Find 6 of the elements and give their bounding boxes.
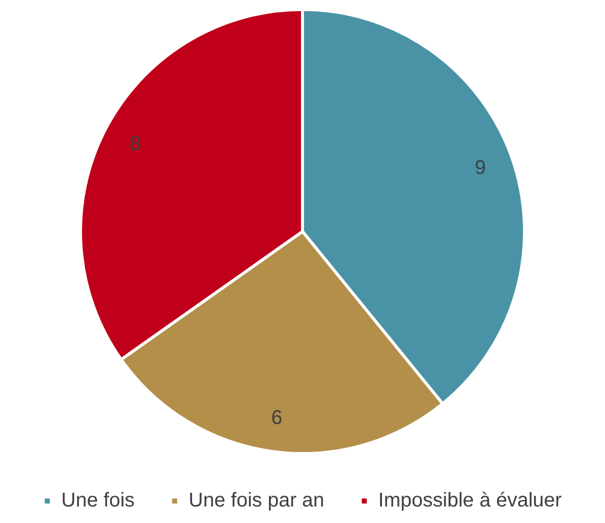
- legend-label: Impossible à évaluer: [378, 490, 562, 512]
- data-label: 6: [271, 406, 282, 429]
- legend-label: Une fois: [61, 490, 135, 512]
- data-label: 9: [474, 156, 486, 179]
- data-label: 8: [129, 133, 141, 156]
- legend-label: Une fois par an: [188, 490, 324, 512]
